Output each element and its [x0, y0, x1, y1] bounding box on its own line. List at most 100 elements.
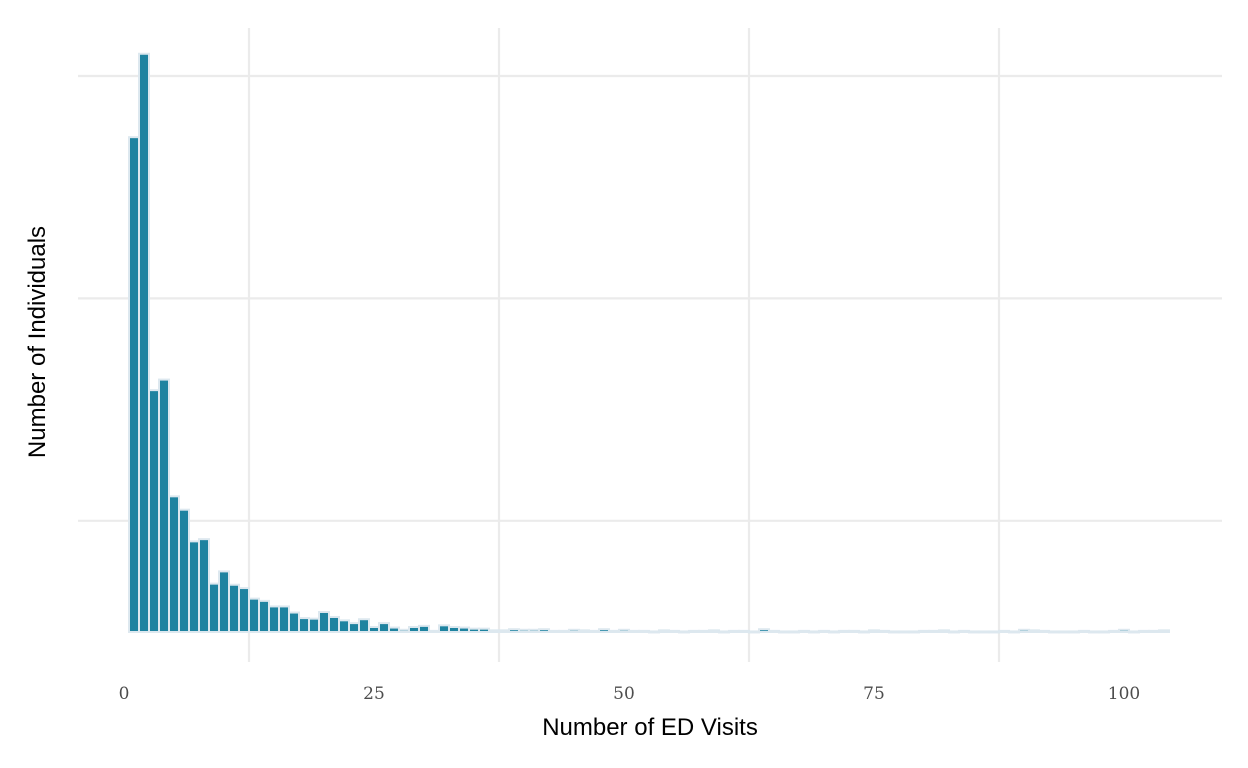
bar-101	[1128, 630, 1140, 634]
bar-75	[868, 629, 880, 633]
bar-85	[968, 630, 980, 634]
bar-55	[668, 629, 680, 634]
bar-62	[738, 629, 750, 634]
bar-64	[758, 628, 770, 633]
bar-17	[288, 611, 300, 633]
bar-19	[308, 617, 320, 634]
bar-90	[1018, 628, 1030, 634]
bar-93	[1048, 630, 1060, 634]
bar-77	[888, 630, 900, 634]
bar-26	[378, 622, 390, 634]
bar-65	[768, 629, 780, 634]
bar-13	[248, 597, 260, 634]
x-tick-label-0: 0	[119, 684, 130, 704]
bar-32	[438, 624, 450, 634]
bar-12	[238, 587, 250, 633]
bar-44	[558, 629, 570, 634]
bar-46	[578, 629, 590, 633]
bar-66	[778, 630, 790, 634]
x-tick-label-75: 75	[863, 684, 885, 704]
bar-35	[468, 627, 480, 634]
bar-68	[798, 629, 810, 634]
bar-82	[938, 629, 950, 633]
bar-9	[208, 582, 220, 633]
bar-41	[528, 628, 540, 634]
bar-34	[458, 626, 470, 634]
bar-10	[218, 570, 230, 633]
bar-92	[1038, 629, 1050, 634]
bar-61	[728, 629, 740, 634]
bar-50	[618, 628, 630, 634]
bar-40	[518, 628, 530, 634]
bar-60	[718, 630, 730, 634]
bar-74	[858, 630, 870, 634]
bar-103	[1148, 629, 1160, 634]
bar-76	[878, 629, 890, 634]
bar-45	[568, 628, 580, 634]
bar-79	[908, 630, 920, 634]
bar-36	[478, 627, 490, 634]
bar-33	[448, 625, 460, 633]
bar-43	[548, 629, 560, 634]
bar-16	[278, 605, 290, 634]
bar-4	[158, 378, 170, 633]
bar-37	[488, 629, 500, 633]
bar-87	[988, 630, 1000, 634]
bar-83	[948, 630, 960, 634]
bar-96	[1078, 629, 1090, 634]
bar-88	[998, 629, 1010, 634]
bar-56	[678, 630, 690, 634]
bar-2	[138, 52, 150, 633]
bar-54	[658, 629, 670, 633]
grid-lines	[78, 28, 1222, 662]
bar-29	[408, 625, 420, 633]
bar-84	[958, 629, 970, 634]
bar-59	[708, 629, 720, 633]
bar-48	[598, 628, 610, 633]
bar-39	[508, 628, 520, 633]
bar-100	[1118, 628, 1130, 634]
bar-104	[1158, 629, 1170, 633]
bar-80	[918, 629, 930, 634]
bar-14	[258, 599, 270, 634]
bar-70	[818, 629, 830, 634]
x-tick-label-25: 25	[363, 684, 385, 704]
bar-31	[428, 629, 440, 634]
bar-1	[128, 136, 140, 633]
bar-98	[1098, 630, 1110, 634]
x-tick-label-100: 100	[1108, 684, 1140, 704]
bar-28	[398, 628, 410, 634]
bar-97	[1088, 630, 1100, 634]
bar-38	[498, 629, 510, 633]
x-tick-labels: 0 25 50 75 100	[119, 684, 1141, 704]
bar-25	[368, 625, 380, 633]
bar-42	[538, 628, 550, 633]
bar-71	[828, 630, 840, 634]
bar-69	[808, 630, 820, 634]
bar-95	[1068, 630, 1080, 634]
bar-8	[198, 538, 210, 634]
bar-102	[1138, 629, 1150, 634]
bar-86	[978, 630, 990, 634]
bar-15	[268, 605, 280, 634]
bar-58	[698, 629, 710, 634]
bar-7	[188, 540, 200, 634]
x-tick-label-50: 50	[613, 684, 635, 704]
bar-63	[748, 630, 760, 634]
bar-6	[178, 508, 190, 633]
bar-91	[1028, 629, 1040, 633]
bar-99	[1108, 629, 1120, 634]
bar-57	[688, 629, 700, 634]
bar-73	[848, 629, 860, 634]
bar-3	[148, 389, 160, 634]
bar-81	[928, 629, 940, 634]
bar-51	[628, 629, 640, 634]
bar-53	[648, 630, 660, 634]
bar-11	[228, 583, 240, 633]
bar-49	[608, 629, 620, 634]
bar-27	[388, 626, 400, 634]
bar-24	[358, 618, 370, 633]
bar-20	[318, 610, 330, 634]
x-axis-label: Number of ED Visits	[542, 714, 758, 741]
bar-52	[638, 629, 650, 634]
